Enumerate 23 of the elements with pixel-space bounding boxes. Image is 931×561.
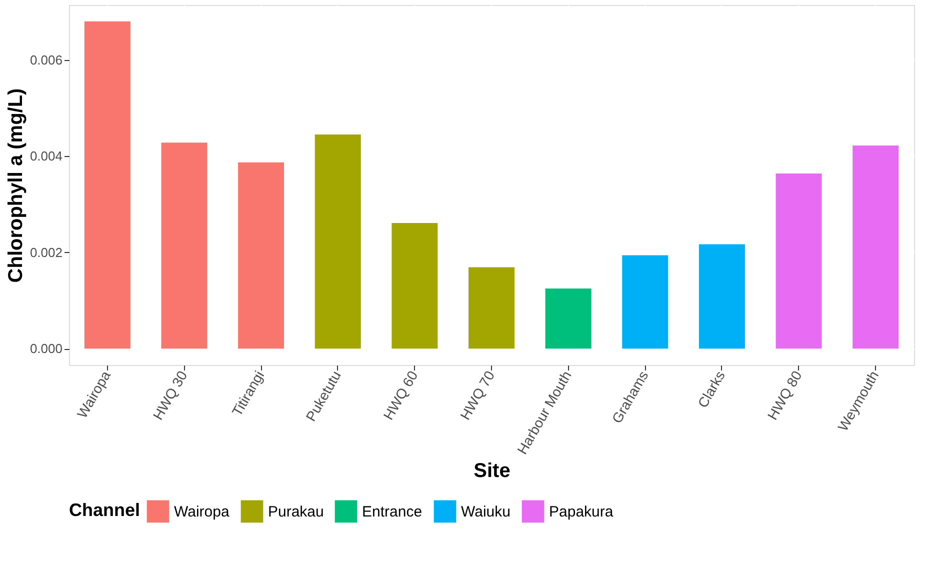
- bar: [314, 134, 361, 349]
- y-tick-label: 0.006: [30, 52, 62, 68]
- bar: [776, 173, 822, 349]
- y-tick-label: 0.000: [30, 341, 62, 356]
- legend-label: Waiuku: [461, 503, 510, 520]
- legend-label: Papakura: [549, 503, 614, 520]
- bar: [852, 146, 899, 349]
- y-tick-label: 0.002: [30, 244, 62, 260]
- bar: [84, 21, 130, 349]
- bar: [468, 267, 514, 349]
- y-axis-title: Chlorophyll a (mg/L): [4, 88, 27, 283]
- y-tick-label: 0.004: [30, 148, 62, 164]
- legend-label: Entrance: [362, 503, 422, 520]
- legend-label: Purakau: [268, 503, 324, 520]
- bar: [238, 162, 284, 349]
- legend-label: Wairopa: [174, 503, 230, 520]
- bar: [392, 223, 438, 349]
- bar: [698, 244, 745, 349]
- bar: [622, 255, 668, 349]
- bar: [545, 288, 592, 349]
- x-axis-title: Site: [474, 460, 510, 482]
- bar: [161, 142, 208, 349]
- legend-title: Channel: [69, 500, 140, 520]
